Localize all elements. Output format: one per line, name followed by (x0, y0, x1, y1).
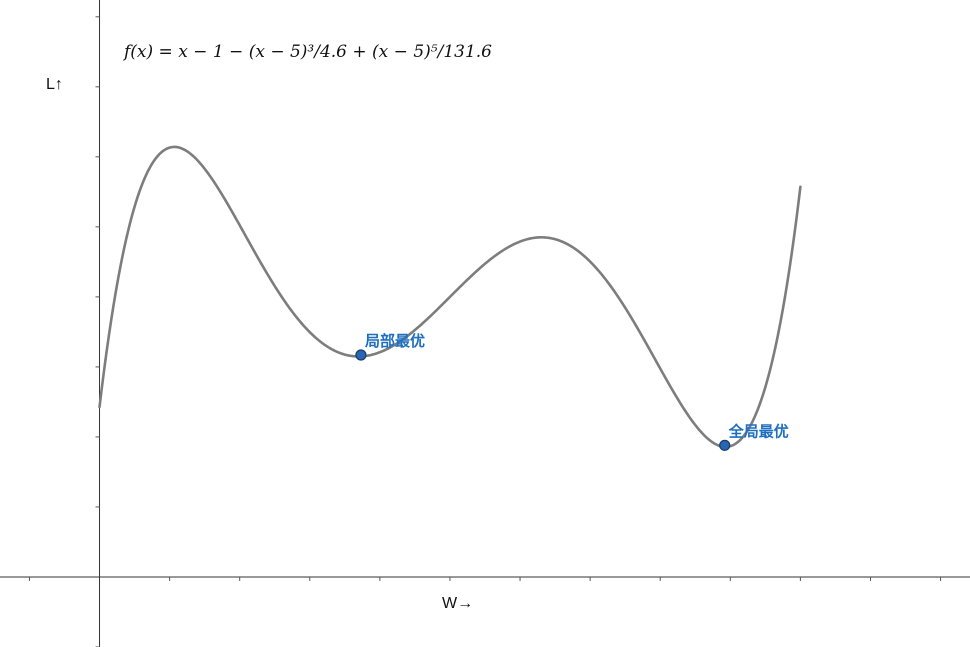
optimum-label-1: 全局最优 (728, 422, 789, 440)
function-formula: f(x) = x − 1 − (x − 5)³/4.6 + (x − 5)⁵/1… (124, 42, 492, 62)
function-curve (98, 145, 802, 449)
optimum-label-0: 局部最优 (364, 332, 425, 350)
optimum-point-1 (719, 439, 731, 451)
optimum-point-0 (355, 349, 367, 361)
y-axis-label: L↑ (46, 76, 63, 93)
x-axis-label: W→ (442, 595, 473, 612)
axis-ticks (28, 16, 942, 647)
